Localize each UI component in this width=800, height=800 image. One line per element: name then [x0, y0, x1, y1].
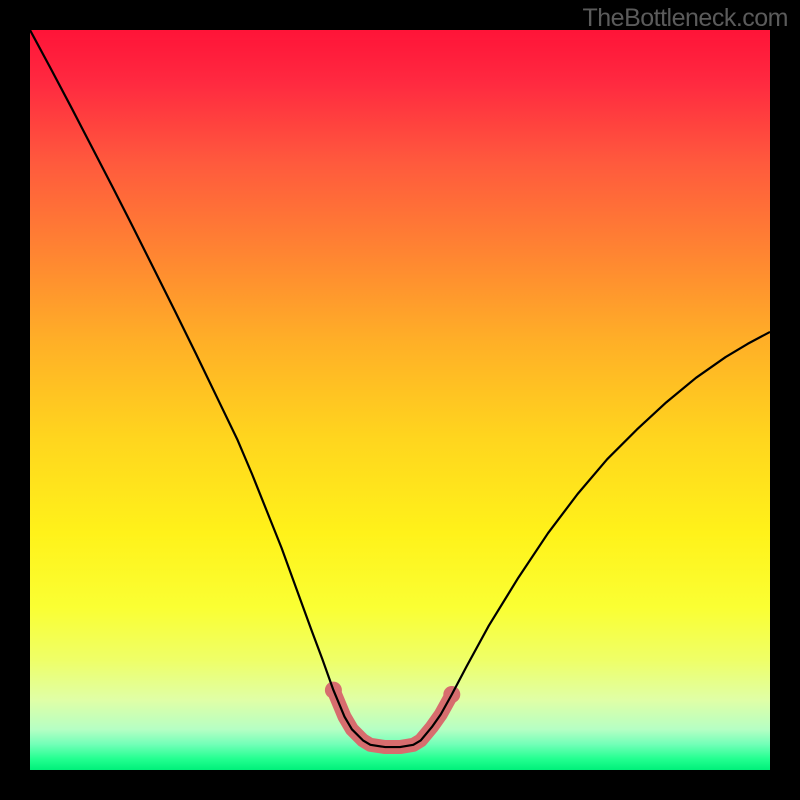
plot-area — [30, 30, 770, 770]
watermark: TheBottleneck.com — [583, 4, 789, 33]
bottleneck-chart — [30, 30, 770, 770]
gradient-background — [30, 30, 770, 770]
